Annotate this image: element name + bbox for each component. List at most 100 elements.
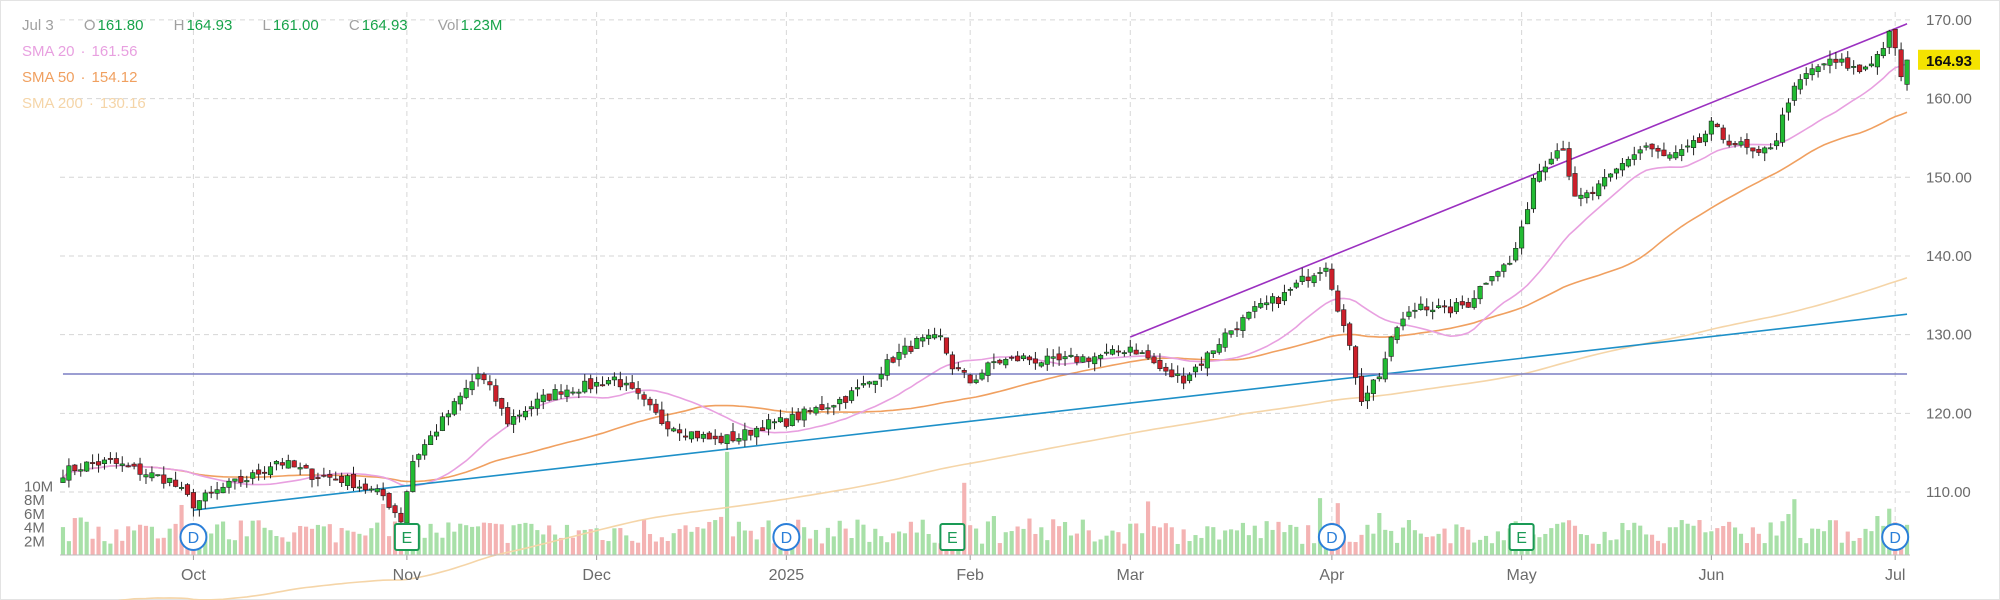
candle-body [392, 505, 398, 514]
volume-bar [96, 526, 101, 555]
volume-tick-label: 4M [24, 520, 45, 537]
open-label: O [83, 17, 96, 34]
candle-body [339, 475, 345, 484]
candle-body [1287, 288, 1293, 291]
sma50-legend[interactable]: SMA 50 · 154.12 [22, 69, 138, 86]
volume-bar [1762, 543, 1767, 555]
candle-body [819, 404, 825, 410]
candle-body [1720, 127, 1726, 140]
candle-body [90, 462, 96, 464]
volume-bar [1009, 531, 1014, 555]
candle-body [1252, 306, 1258, 312]
candle-body [1293, 282, 1299, 288]
candle-body [1228, 330, 1234, 335]
volume-bar [1104, 535, 1109, 555]
candle-body [119, 463, 125, 466]
candle-body [1447, 306, 1454, 314]
candle-body [795, 411, 801, 421]
sma200-legend[interactable]: SMA 200 · 130.16 [22, 95, 146, 112]
candle-body [1625, 158, 1631, 167]
volume-bar [636, 542, 641, 555]
candle-body [362, 483, 368, 491]
volume-tick-label: 2M [24, 533, 45, 550]
candle-body [244, 480, 250, 483]
candle-body [1857, 64, 1863, 73]
candle-body [1471, 298, 1477, 308]
candle-body [167, 477, 173, 483]
candle-body [718, 435, 724, 444]
volume-bar [576, 530, 581, 555]
candle-body [1768, 147, 1774, 150]
candle-body [949, 354, 955, 370]
candle-body [1151, 356, 1157, 364]
sma50-value: 154.12 [91, 69, 138, 86]
candle-body [766, 419, 772, 430]
volume-bar [280, 537, 285, 555]
volume-bar [647, 534, 653, 555]
volume-bar [1288, 524, 1293, 555]
candle-body [1210, 350, 1216, 355]
volume-tick-label: 10M [24, 478, 53, 495]
volume-bar [1750, 527, 1755, 555]
candle-body [683, 435, 689, 438]
candle-body [754, 427, 760, 438]
volume-bar [137, 524, 143, 555]
volume-bar [1169, 527, 1174, 555]
candle-body [179, 487, 185, 489]
candle-body [285, 460, 291, 469]
candle-body [84, 461, 90, 472]
candle-body [1240, 317, 1246, 331]
volume-bar [689, 531, 694, 555]
candle-body [771, 421, 778, 424]
volume-bar [1377, 513, 1382, 555]
candle-body [564, 389, 570, 397]
candle-body [1104, 351, 1110, 354]
candle-body [1465, 302, 1471, 308]
dividend-marker-label: D [1889, 530, 1901, 547]
volume-bar [78, 517, 83, 555]
volume-bar [1193, 535, 1198, 555]
candle-body [451, 401, 457, 415]
volume-bar [553, 534, 558, 555]
candle-body [1305, 276, 1311, 282]
candle-body [985, 362, 991, 376]
volume-bar [1715, 528, 1720, 555]
candle-body [599, 384, 606, 387]
candle-body [208, 491, 214, 494]
candle-body [872, 380, 878, 385]
earnings-marker [1508, 523, 1535, 551]
candle-body [1436, 305, 1442, 308]
candle-body [1246, 311, 1252, 319]
last-price-label: 164.93 [1926, 53, 1972, 70]
candle-body [1145, 350, 1151, 359]
candle-body [1821, 63, 1827, 66]
volume-bar [588, 529, 593, 555]
volume-bar [600, 540, 605, 555]
volume-bar [1436, 533, 1441, 555]
sma20-legend[interactable]: SMA 20 · 161.56 [22, 43, 138, 60]
candle-body [570, 391, 576, 394]
volume-tick-label: 8M [24, 492, 45, 509]
candle-body [712, 435, 718, 440]
candle-body [1898, 49, 1904, 78]
volume-bar [879, 536, 884, 555]
volume-bar [535, 530, 540, 555]
candle-body [1774, 140, 1780, 147]
candle-body [250, 472, 256, 479]
volume-bar [1655, 540, 1661, 555]
candle-body [1584, 192, 1590, 199]
candle-body [238, 476, 244, 483]
volume-bar [523, 522, 528, 555]
volume-bar [1353, 542, 1358, 555]
candle-body [1839, 58, 1845, 63]
candle-body [226, 480, 232, 488]
volume-bar [671, 533, 676, 555]
candle-body [1495, 271, 1501, 277]
volume-bar [683, 525, 688, 555]
candle-body [700, 433, 706, 439]
chart-legend: Jul 3 O 161.80 H 164.93 L 161.00 C 164.93 Vo… [22, 13, 528, 117]
volume-bar [529, 523, 534, 555]
volume-bar [220, 521, 226, 555]
volume-bar [1697, 520, 1702, 555]
